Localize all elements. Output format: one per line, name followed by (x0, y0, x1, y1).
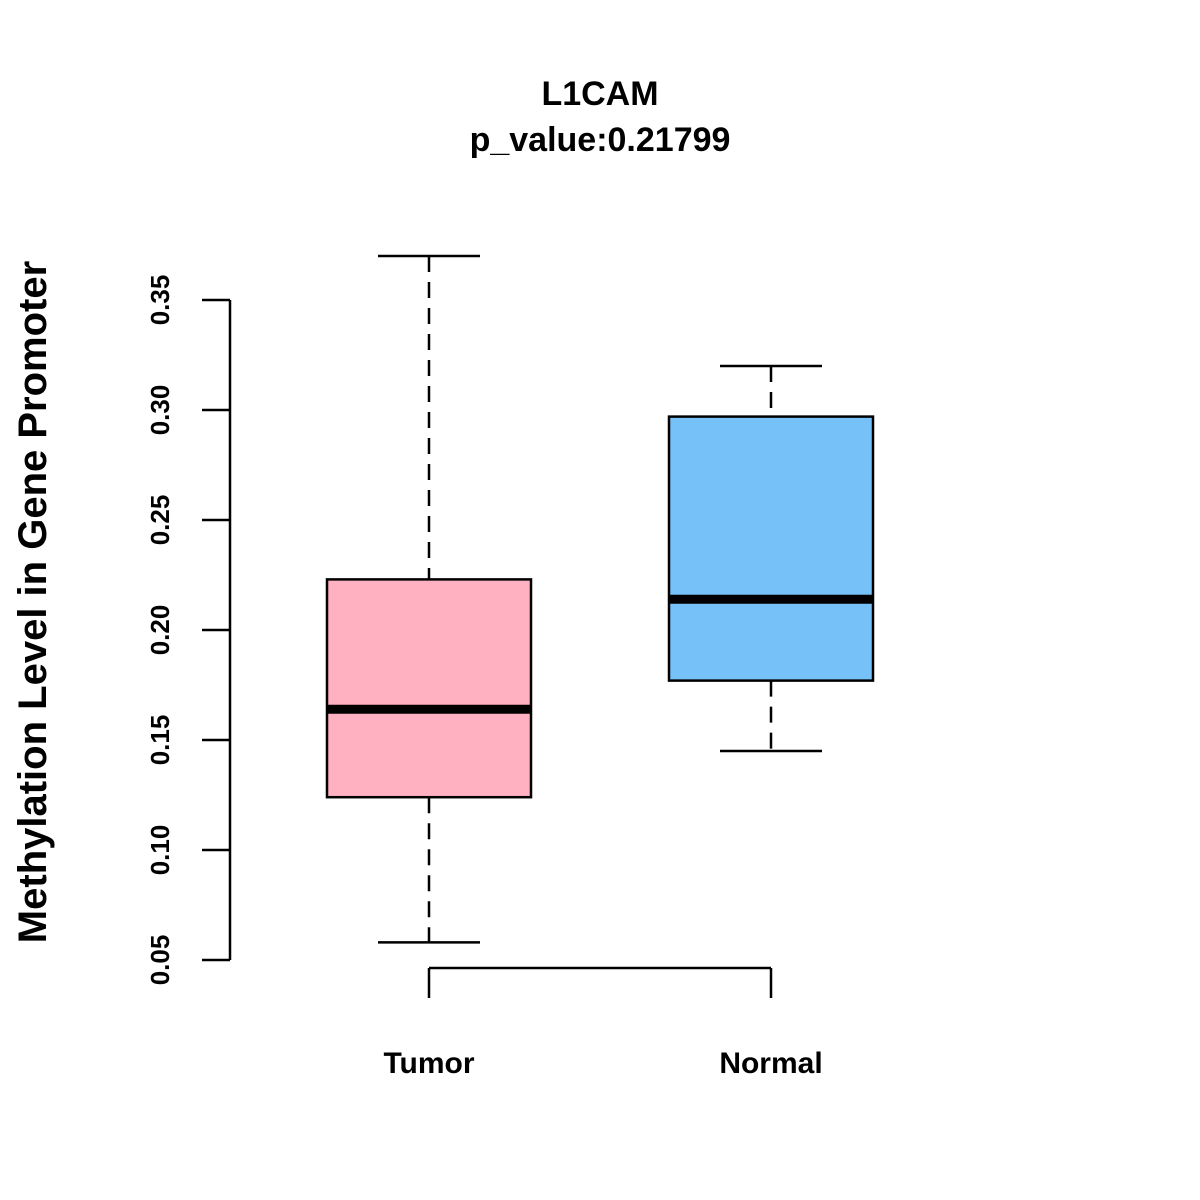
y-tick-label: 0.35 (145, 275, 175, 326)
chart-title: L1CAM (541, 75, 658, 113)
boxes (325, 254, 875, 944)
iqr-box (667, 415, 875, 682)
y-axis: 0.05 0.10 0.15 0.20 0.25 0.30 0.35 (145, 275, 232, 986)
y-axis-label: Methylation Level in Gene Promoter (11, 261, 55, 943)
chart-subtitle: p_value:0.21799 (470, 121, 731, 159)
y-tick-label: 0.25 (145, 495, 175, 546)
y-tick-label: 0.10 (145, 825, 175, 876)
box-tumor (325, 254, 533, 944)
x-tick-label-tumor: Tumor (383, 1047, 474, 1080)
y-tick-label: 0.05 (145, 935, 175, 986)
y-tick-label: 0.30 (145, 385, 175, 436)
box-normal (667, 364, 875, 753)
x-axis: Tumor Normal (383, 966, 823, 1080)
iqr-box (325, 578, 533, 799)
x-tick-label-normal: Normal (719, 1047, 822, 1080)
y-tick-label: 0.20 (145, 605, 175, 656)
y-tick-label: 0.15 (145, 715, 175, 766)
